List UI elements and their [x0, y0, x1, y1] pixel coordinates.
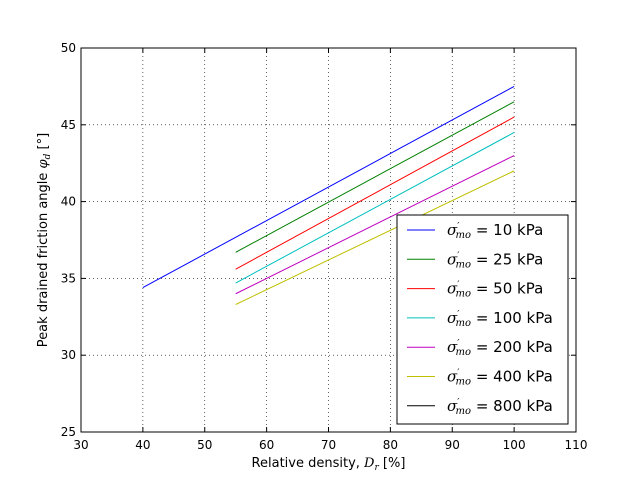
x-tick-label: 70 — [321, 438, 336, 452]
x-tick-label: 110 — [565, 438, 588, 452]
legend-box — [396, 214, 569, 425]
series-line-2 — [235, 101, 515, 253]
y-tick-label: 50 — [61, 41, 76, 55]
legend-label-7: σ′ mo = 800 kPa — [447, 397, 553, 417]
x-tick-label: 30 — [73, 438, 88, 452]
y-axis-label-text: Peak drained friction angle φd [°] — [36, 133, 53, 347]
legend-label-2: σ′ mo = 25 kPa — [447, 250, 543, 270]
x-tick-label: 50 — [197, 438, 212, 452]
legend: σ′ mo = 10 kPa σ′ mo = 25 kPa σ′ mo = 50 kPa σ… — [396, 214, 569, 425]
series-line-3 — [235, 116, 515, 270]
series-line-4 — [235, 132, 515, 284]
x-axis-label-text: Relative density, Dr [%] — [252, 456, 406, 473]
series-line-1 — [142, 85, 515, 289]
legend-label-6: σ′ mo = 400 kPa — [447, 368, 553, 388]
legend-label-4: σ′ mo = 100 kPa — [447, 309, 553, 329]
x-axis-label: Relative density, Dr [%] — [252, 456, 406, 473]
y-axis-label: Peak drained friction angle φd [°] — [36, 133, 53, 347]
y-tick-label: 35 — [61, 271, 76, 285]
x-tick-label: 100 — [503, 438, 526, 452]
legend-label-1: σ′ mo = 10 kPa — [447, 221, 543, 241]
series-line-5 — [235, 155, 515, 295]
legend-label-3: σ′ mo = 50 kPa — [447, 280, 543, 300]
x-tick-label: 90 — [445, 438, 460, 452]
y-tick-label: 40 — [61, 195, 76, 209]
legend-label-5: σ′ mo = 200 kPa — [447, 338, 553, 358]
series-group — [142, 85, 515, 305]
x-tick-label: 40 — [135, 438, 150, 452]
series-line-6 — [235, 170, 515, 305]
y-tick-label: 30 — [61, 348, 76, 362]
x-tick-label: 60 — [259, 438, 274, 452]
y-tick-label: 45 — [61, 118, 76, 132]
x-tick-label: 80 — [383, 438, 398, 452]
y-tick-label: 25 — [61, 425, 76, 439]
